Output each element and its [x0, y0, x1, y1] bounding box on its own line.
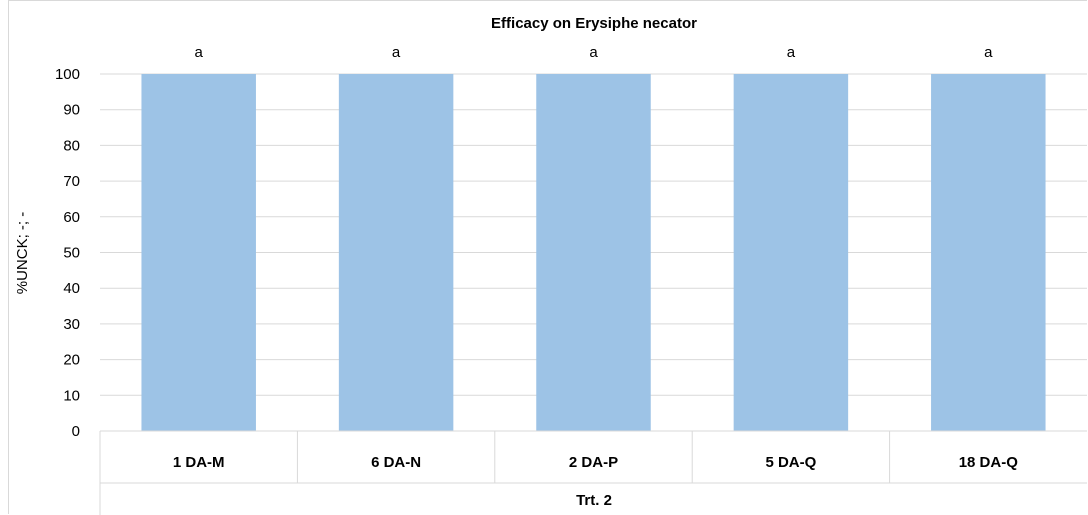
y-axis-label: %UNCK; -; - — [14, 212, 31, 295]
category-label: 18 DA-Q — [959, 454, 1019, 471]
y-tick-label: 0 — [72, 423, 80, 440]
data-label: a — [984, 44, 993, 61]
category-label: 1 DA-M — [173, 454, 225, 471]
bar — [338, 74, 454, 431]
data-label: a — [392, 44, 401, 61]
bar — [141, 74, 256, 431]
y-tick-label: 30 — [63, 316, 80, 333]
y-tick-label: 70 — [63, 173, 80, 190]
category-label: 5 DA-Q — [765, 454, 816, 471]
y-tick-label: 20 — [63, 352, 80, 369]
y-tick-label: 80 — [63, 137, 80, 154]
category-labels: 1 DA-M 6 DA-N 2 DA-P 5 DA-Q 18 DA-Q — [173, 454, 1018, 471]
y-tick-label: 40 — [63, 280, 80, 297]
y-tick-label: 60 — [63, 209, 80, 226]
chart-frame — [8, 0, 1087, 514]
x-axis-label: Trt. 2 — [576, 492, 612, 509]
y-tick-labels: 0 10 20 30 40 50 60 70 80 90 100 — [55, 66, 80, 440]
bar — [733, 74, 849, 431]
y-tick-label: 90 — [63, 102, 80, 119]
data-label: a — [787, 44, 796, 61]
data-label: a — [589, 44, 598, 61]
bar — [931, 74, 1046, 431]
chart-title: Efficacy on Erysiphe necator — [491, 15, 697, 32]
category-label: 2 DA-P — [569, 454, 618, 471]
y-tick-label: 100 — [55, 66, 80, 83]
bar — [536, 74, 651, 431]
bars — [141, 74, 1046, 431]
y-tick-label: 10 — [63, 387, 80, 404]
category-label: 6 DA-N — [371, 454, 421, 471]
axis-lines — [99, 430, 1087, 515]
y-tick-label: 50 — [63, 245, 80, 262]
data-label: a — [195, 44, 204, 61]
